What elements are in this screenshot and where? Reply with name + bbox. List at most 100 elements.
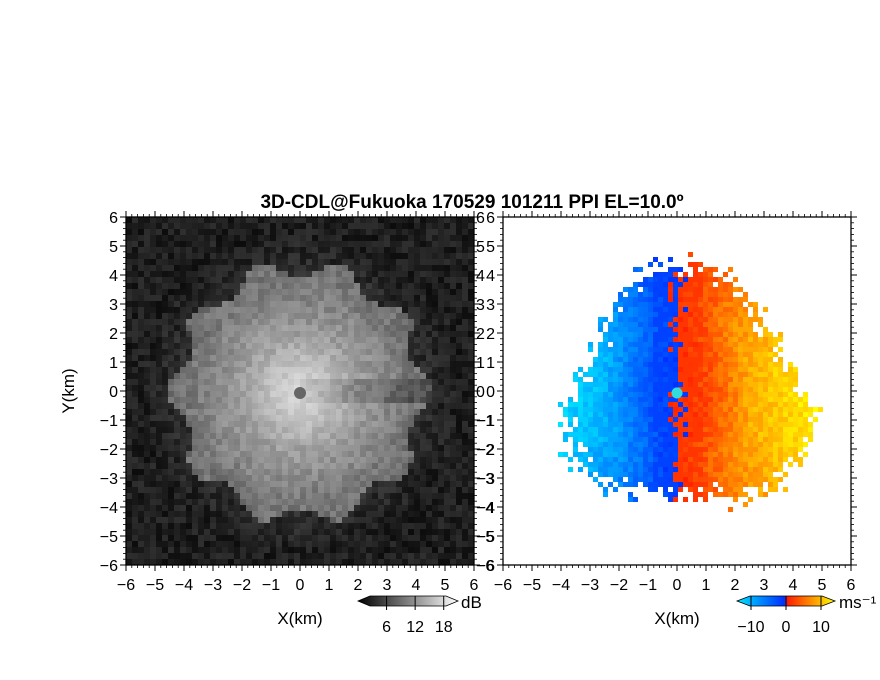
velocity-cell: [728, 297, 733, 302]
velocity-cell: [693, 282, 698, 287]
velocity-cell: [758, 392, 763, 397]
velocity-cell: [633, 377, 638, 382]
velocity-cell: [703, 382, 708, 387]
velocity-cell: [603, 392, 608, 397]
velocity-cell: [578, 422, 583, 427]
velocity-cell: [698, 387, 703, 392]
velocity-cell: [598, 317, 603, 322]
y-tick-label: −2: [100, 442, 118, 459]
velocity-cell: [698, 332, 703, 337]
velocity-cell: [648, 302, 653, 307]
velocity-cell: [708, 307, 713, 312]
velocity-cell: [588, 437, 593, 442]
velocity-cell: [703, 417, 708, 422]
velocity-cell: [668, 332, 673, 337]
velocity-cell: [758, 357, 763, 362]
velocity-cell: [738, 312, 743, 317]
velocity-cell: [733, 312, 738, 317]
velocity-cell: [598, 347, 603, 352]
velocity-cell: [778, 357, 783, 362]
velocity-cell: [638, 297, 643, 302]
velocity-cell: [673, 447, 678, 452]
velocity-cell: [723, 367, 728, 372]
velocity-cell: [618, 297, 623, 302]
velocity-cell: [578, 397, 583, 402]
velocity-cell: [763, 387, 768, 392]
velocity-cell: [653, 382, 658, 387]
velocity-cell: [733, 352, 738, 357]
velocity-cell: [648, 372, 653, 377]
velocity-cell: [728, 437, 733, 442]
velocity-cell: [653, 397, 658, 402]
velocity-cell: [733, 317, 738, 322]
velocity-cell: [638, 292, 643, 297]
velocity-cell: [753, 357, 758, 362]
velocity-cell: [713, 317, 718, 322]
velocity-cell: [598, 367, 603, 372]
velocity-cell: [658, 342, 663, 347]
velocity-cell: [648, 417, 653, 422]
velocity-cell: [708, 347, 713, 352]
velocity-cell: [623, 297, 628, 302]
velocity-cell: [808, 437, 813, 442]
velocity-cell: [683, 287, 688, 292]
velocity-cell: [648, 322, 653, 327]
velocity-cell: [658, 292, 663, 297]
velocity-cell: [678, 302, 683, 307]
velocity-cell: [618, 427, 623, 432]
velocity-cell: [763, 347, 768, 352]
velocity-cell: [658, 282, 663, 287]
velocity-cell: [663, 377, 668, 382]
velocity-cell: [718, 407, 723, 412]
velocity-cell: [623, 402, 628, 407]
velocity-cell: [768, 417, 773, 422]
velocity-cell: [713, 322, 718, 327]
velocity-cell: [773, 437, 778, 442]
velocity-cell: [688, 277, 693, 282]
velocity-cell: [638, 447, 643, 452]
velocity-cell: [683, 397, 688, 402]
velocity-cell: [698, 262, 703, 267]
velocity-cell: [698, 307, 703, 312]
velocity-cell: [693, 342, 698, 347]
velocity-cell: [743, 367, 748, 372]
velocity-cell: [733, 387, 738, 392]
velocity-cell: [688, 317, 693, 322]
velocity-cell: [783, 412, 788, 417]
velocity-cell: [608, 432, 613, 437]
velocity-cell: [593, 427, 598, 432]
velocity-cell: [738, 407, 743, 412]
velocity-cell: [638, 442, 643, 447]
velocity-cell: [658, 372, 663, 377]
velocity-cell: [683, 307, 688, 312]
velocity-cell: [693, 427, 698, 432]
velocity-cell: [628, 342, 633, 347]
velocity-cell: [653, 357, 658, 362]
velocity-cell: [643, 372, 648, 377]
velocity-cell: [768, 362, 773, 367]
velocity-cell: [668, 317, 673, 322]
velocity-cell: [638, 337, 643, 342]
velocity-cell: [628, 407, 633, 412]
velocity-cell: [718, 442, 723, 447]
velocity-cell: [738, 387, 743, 392]
velocity-cell: [593, 402, 598, 407]
velocity-cell: [653, 392, 658, 397]
velocity-cell: [613, 342, 618, 347]
velocity-cell: [668, 312, 673, 317]
velocity-cell: [778, 402, 783, 407]
velocity-cell: [718, 437, 723, 442]
velocity-cell: [593, 382, 598, 387]
velocity-cell: [743, 407, 748, 412]
velocity-cell: [638, 412, 643, 417]
velocity-cell: [748, 367, 753, 372]
velocity-cell: [758, 422, 763, 427]
velocity-cell: [588, 407, 593, 412]
velocity-cell: [623, 332, 628, 337]
velocity-cell: [708, 322, 713, 327]
velocity-cell: [788, 387, 793, 392]
velocity-cell: [733, 332, 738, 337]
velocity-cell: [628, 307, 633, 312]
velocity-cell: [708, 302, 713, 307]
velocity-cell: [663, 382, 668, 387]
